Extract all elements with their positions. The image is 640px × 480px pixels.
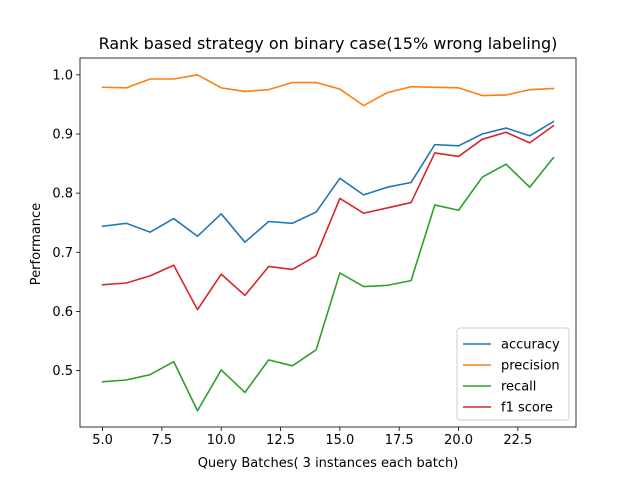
x-tick-label: 12.5 <box>266 433 295 448</box>
y-axis-title: Performance <box>29 203 44 285</box>
series-line-precision <box>101 74 555 107</box>
series-line-recall <box>101 156 555 412</box>
y-tick-label: 1.0 <box>52 68 73 83</box>
y-tick-label: 0.9 <box>52 127 73 142</box>
x-tick-label: 10.0 <box>207 433 236 448</box>
x-tick-label: 15.0 <box>325 433 354 448</box>
series-line-f1-score <box>101 124 555 311</box>
plot-area: 5.0 7.5 10.0 12.5 15.0 17.5 20.0 22.5 0.5 0.6 0.7 0… <box>52 57 577 448</box>
x-axis-title: Query Batches( 3 instances each batch) <box>198 456 459 471</box>
series-line-accuracy <box>101 120 555 243</box>
x-tick-label: 22.5 <box>503 433 532 448</box>
y-tick-label: 0.5 <box>52 364 73 379</box>
y-tick-label: 0.7 <box>52 246 73 261</box>
x-tick-label: 7.5 <box>152 433 173 448</box>
chart-title: Rank based strategy on binary case(15% w… <box>99 34 558 53</box>
legend-label: precision <box>501 359 560 374</box>
legend-label: accuracy <box>501 338 560 353</box>
y-tick-label: 0.8 <box>52 187 73 202</box>
legend-box <box>456 327 570 421</box>
legend-label: f1 score <box>501 401 553 416</box>
y-tick-label: 0.6 <box>52 305 73 320</box>
legend: accuracy precision recall f1 score <box>456 327 570 421</box>
x-tick-label: 17.5 <box>385 433 414 448</box>
x-tick-label: 20.0 <box>444 433 473 448</box>
axes-frame <box>79 57 577 428</box>
x-tick-label: 5.0 <box>92 433 113 448</box>
legend-label: recall <box>501 380 536 395</box>
